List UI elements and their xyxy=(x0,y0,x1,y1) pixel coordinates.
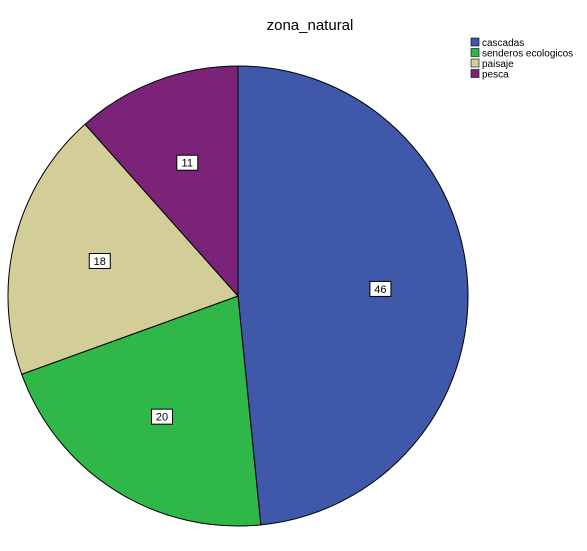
chart-title: zona_natural xyxy=(267,17,354,34)
data-label-box xyxy=(369,280,392,297)
legend-item-senderos-ecologicos: senderos ecologicos xyxy=(470,48,573,60)
data-label: 20 xyxy=(150,408,173,425)
pie-slice-cascadas xyxy=(237,65,469,526)
data-label-text: 18 xyxy=(94,256,106,268)
pie-slice-pesca xyxy=(84,65,239,298)
data-label-text: 20 xyxy=(156,412,168,424)
legend-swatch xyxy=(470,37,480,47)
data-label-text: 46 xyxy=(374,284,386,296)
data-label-text: 11 xyxy=(182,158,193,170)
legend-swatch xyxy=(470,48,480,57)
pie-data-labels: 46 20 18 11 xyxy=(88,154,392,425)
legend-swatch xyxy=(470,58,480,68)
legend-label: paisaje xyxy=(482,59,514,70)
legend-label: senderos ecologicos xyxy=(482,49,573,60)
data-label: 18 xyxy=(88,252,111,269)
legend-item-paisaje: paisaje xyxy=(470,58,514,70)
data-label-box xyxy=(176,154,199,171)
data-label: 11 xyxy=(176,154,199,171)
data-label-box xyxy=(88,252,111,269)
data-label: 46 xyxy=(369,280,392,297)
legend-label: cascadas xyxy=(482,38,524,49)
pie-slice-paisaje xyxy=(7,123,239,375)
pie-slices xyxy=(7,65,469,527)
legend-label: pesca xyxy=(482,70,509,81)
legend-item-pesca: pesca xyxy=(470,69,509,81)
pie-slice-senderos-ecologicos xyxy=(21,295,262,527)
legend-item-cascadas: cascadas xyxy=(470,37,524,49)
data-label-box xyxy=(150,408,173,425)
legend-swatch xyxy=(470,69,480,78)
